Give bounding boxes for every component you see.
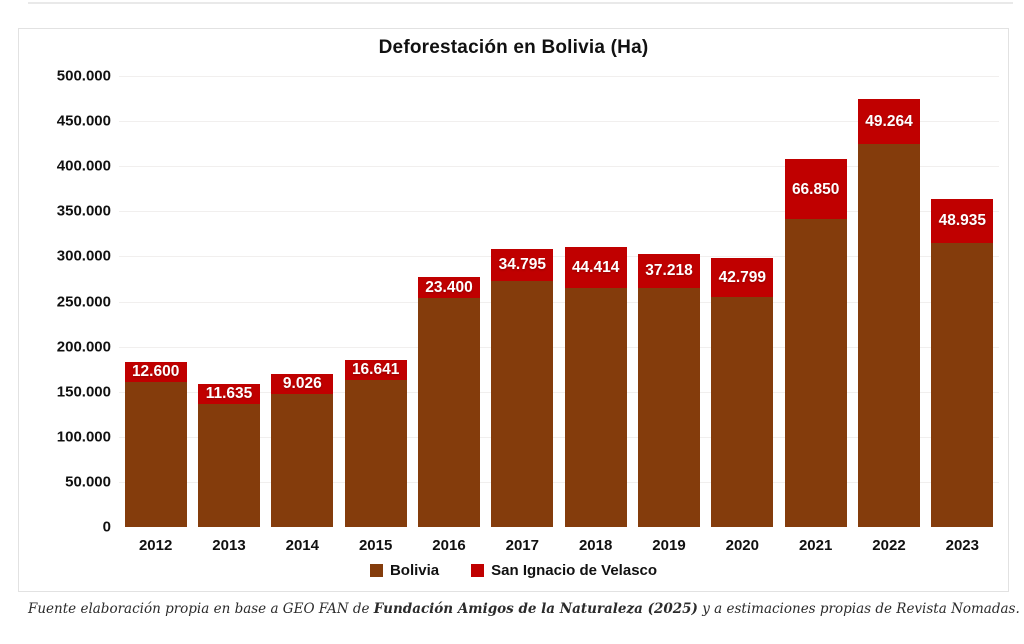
bar-value-label: 11.635: [205, 385, 253, 403]
y-tick-label: 450.000: [56, 112, 111, 130]
x-tick-2018: 2018: [578, 537, 613, 554]
bar-segment-san-ignacio-2019: 37.218: [638, 254, 700, 288]
source-note-bold: Fundación Amigos de la Naturaleza (2025): [373, 601, 698, 617]
bar-segment-bolivia-2013: [198, 403, 260, 527]
chart-container: Deforestación en Bolivia (Ha) 0 50.000 100…: [18, 28, 1009, 592]
plot-area: 0 50.000 100.000 150.000 200.000 250.000 300.0…: [57, 68, 999, 554]
bar-2016: 23.400: [418, 277, 480, 527]
y-tick-label: 150.000: [56, 383, 111, 401]
y-tick-label: 200.000: [56, 338, 111, 356]
x-tick-2014: 2014: [285, 537, 319, 554]
x-tick-2023: 2023: [945, 537, 979, 554]
gridline: [119, 76, 999, 77]
bar-2012: 12.600: [124, 361, 187, 527]
bar-2017: 34.795: [491, 249, 554, 527]
gridline: [119, 256, 999, 258]
bar-value-label: 37.218: [645, 262, 693, 280]
bar-segment-bolivia-2012: [124, 381, 187, 527]
bar-segment-san-ignacio-2016: 23.400: [418, 277, 480, 299]
bar-value-label: 49.264: [865, 112, 913, 130]
bar-2020: 42.799: [711, 258, 774, 527]
x-tick-2012: 2012: [138, 537, 173, 554]
bar-value-label: 16.641: [351, 360, 400, 378]
x-tick-2022: 2022: [872, 537, 906, 554]
bar-2015: 16.641: [344, 359, 407, 527]
y-tick-label: 400.000: [56, 157, 111, 175]
x-tick-2013: 2013: [212, 537, 246, 554]
top-divider: [28, 2, 1013, 4]
bar-segment-bolivia-2017: [491, 280, 554, 527]
bar-2022: 49.264: [858, 99, 920, 527]
bar-segment-bolivia-2018: [564, 287, 627, 527]
x-tick-2016: 2016: [432, 537, 466, 554]
legend: Bolivia San Ignacio de Velasco: [19, 562, 1008, 579]
bar-segment-bolivia-2015: [344, 379, 407, 527]
gridline: [119, 436, 999, 438]
legend-label-bolivia: Bolivia: [389, 562, 440, 579]
source-note: Fuente elaboración propia en base a GEO …: [28, 601, 1020, 617]
bar-value-label: 44.414: [571, 258, 620, 276]
bar-2013: 11.635: [198, 383, 260, 527]
bar-value-label: 34.795: [498, 256, 547, 274]
bar-segment-bolivia-2020: [711, 296, 774, 527]
bar-segment-bolivia-2019: [638, 287, 700, 527]
legend-swatch-bolivia: [369, 564, 383, 577]
bar-value-label: 12.600: [131, 363, 180, 381]
gridline: [119, 121, 999, 123]
y-tick-label: 100.000: [56, 428, 111, 446]
legend-swatch-san-ignacio: [471, 564, 485, 577]
bar-segment-bolivia-2023: [931, 242, 994, 527]
bar-segment-san-ignacio-2021: 66.850: [784, 159, 847, 220]
gridline: [119, 391, 999, 393]
bar-segment-bolivia-2022: [858, 143, 920, 527]
bar-segment-san-ignacio-2014: 9.026: [271, 373, 334, 394]
x-tick-2019: 2019: [652, 537, 686, 554]
bar-segment-san-ignacio-2018: 44.414: [564, 247, 627, 288]
source-note-prefix: Fuente elaboración propia en base a GEO …: [28, 601, 374, 617]
bar-segment-san-ignacio-2023: 48.935: [931, 198, 994, 243]
gridline: [119, 481, 999, 483]
bar-value-label: 23.400: [425, 279, 473, 297]
gridline: [119, 301, 999, 303]
legend-label-san-ignacio: San Ignacio de Velasco: [491, 562, 658, 579]
bar-value-label: 42.799: [718, 268, 767, 286]
bar-segment-bolivia-2014: [271, 393, 334, 527]
bar-segment-san-ignacio-2013: 11.635: [198, 383, 260, 404]
y-tick-label: 500.000: [56, 67, 111, 85]
gridline: [119, 346, 999, 348]
gridline: [119, 166, 999, 168]
bar-2023: 48.935: [931, 198, 994, 527]
chart-title: Deforestación en Bolivia (Ha): [378, 37, 649, 58]
bar-segment-san-ignacio-2020: 42.799: [711, 258, 774, 297]
bar-2014: 9.026: [271, 373, 334, 527]
x-tick-2021: 2021: [798, 537, 833, 554]
source-note-suffix: y a estimaciones propias de Revista Noma…: [697, 601, 1020, 617]
bar-segment-san-ignacio-2015: 16.641: [344, 359, 407, 380]
gridline: [119, 211, 999, 213]
y-tick-label: 50.000: [65, 473, 111, 491]
bar-2018: 44.414: [564, 247, 627, 527]
y-tick-label: 250.000: [56, 293, 111, 310]
legend-item-san-ignacio: San Ignacio de Velasco: [471, 562, 657, 579]
bar-value-label: 66.850: [791, 180, 840, 198]
legend-item-bolivia: Bolivia: [369, 562, 440, 579]
x-tick-2015: 2015: [358, 537, 393, 554]
bar-value-label: 48.935: [938, 212, 987, 230]
x-tick-2020: 2020: [725, 537, 759, 554]
bar-2021: 66.850: [784, 159, 847, 527]
bar-value-label: 9.026: [282, 374, 322, 392]
bar-segment-bolivia-2021: [784, 219, 847, 527]
bar-segment-san-ignacio-2012: 12.600: [124, 361, 187, 382]
bar-segment-san-ignacio-2022: 49.264: [858, 99, 920, 144]
y-tick-label: 350.000: [56, 202, 111, 220]
bar-2019: 37.218: [638, 254, 700, 527]
bar-segment-san-ignacio-2017: 34.795: [491, 249, 554, 281]
bar-segment-bolivia-2016: [418, 298, 480, 527]
x-tick-2017: 2017: [505, 537, 539, 554]
y-tick-label: 300.000: [56, 247, 111, 265]
y-tick-label: 0: [102, 518, 111, 536]
